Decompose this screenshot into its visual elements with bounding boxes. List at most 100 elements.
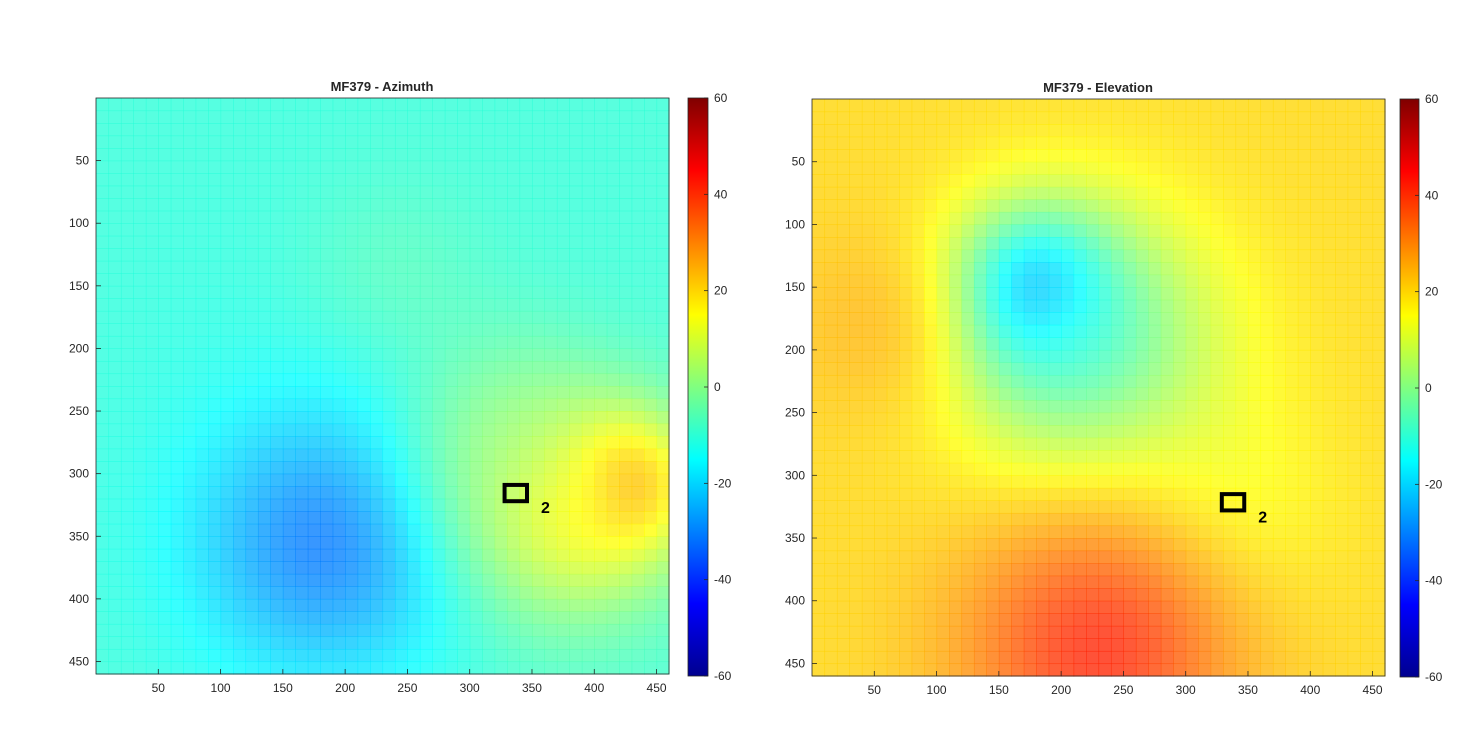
heatmap-cell — [1048, 638, 1062, 652]
heatmap-cell — [432, 373, 446, 387]
heatmap-cell — [1048, 475, 1062, 489]
heatmap-cell — [345, 98, 359, 112]
heatmap-cell — [382, 436, 396, 450]
heatmap-cell — [998, 588, 1012, 602]
heatmap-cell — [556, 586, 570, 600]
heatmap-cell — [1372, 588, 1386, 602]
heatmap-cell — [581, 423, 595, 437]
heatmap-cell — [482, 511, 496, 525]
heatmap-cell — [1360, 538, 1374, 552]
heatmap-cell — [581, 611, 595, 625]
heatmap-cell — [1011, 324, 1025, 338]
heatmap-cell — [382, 498, 396, 512]
heatmap-cell — [233, 148, 247, 162]
heatmap-cell — [1048, 174, 1062, 188]
heatmap-cell — [257, 360, 271, 375]
heatmap-cell — [1173, 437, 1187, 451]
heatmap-cell — [812, 650, 826, 665]
heatmap-cell — [1210, 149, 1224, 163]
heatmap-cell — [145, 598, 159, 612]
heatmap-cell — [1272, 437, 1286, 451]
heatmap-cell — [1061, 400, 1075, 414]
heatmap-cell — [899, 613, 913, 627]
heatmap-cell — [133, 248, 147, 262]
heatmap-cell — [1023, 136, 1037, 150]
heatmap-cell — [1247, 538, 1262, 552]
heatmap-cell — [1086, 136, 1100, 150]
heatmap-cell — [1160, 174, 1174, 188]
heatmap-cell — [1372, 600, 1386, 614]
heatmap-cell — [1372, 563, 1386, 577]
heatmap-cell — [1098, 425, 1112, 439]
heatmap-cell — [949, 487, 963, 501]
heatmap-cell — [1011, 199, 1025, 213]
heatmap-cell — [1086, 412, 1100, 426]
heatmap-cell — [631, 548, 645, 562]
heatmap-cell — [1223, 124, 1237, 138]
heatmap-cell — [307, 461, 321, 475]
heatmap-cell — [544, 235, 558, 249]
heatmap-cell — [556, 285, 570, 299]
heatmap-cell — [507, 210, 521, 224]
heatmap-cell — [307, 473, 321, 487]
heatmap-cell — [295, 648, 309, 663]
heatmap-cell — [1048, 487, 1062, 501]
heatmap-cell — [1210, 312, 1224, 326]
heatmap-cell — [1347, 299, 1361, 313]
heatmap-cell — [874, 287, 888, 301]
heatmap-cell — [936, 274, 950, 288]
heatmap-cell — [382, 348, 396, 362]
heatmap-cell — [644, 185, 658, 199]
heatmap-cell — [482, 173, 496, 187]
heatmap-cell — [1347, 412, 1361, 426]
heatmap-cell — [1061, 525, 1075, 539]
heatmap-cell — [594, 498, 608, 512]
heatmap-cell — [1061, 186, 1075, 200]
heatmap-cell — [345, 561, 359, 575]
heatmap-cell — [1272, 500, 1286, 514]
heatmap-cell — [120, 285, 134, 299]
heatmap-cell — [233, 598, 247, 612]
heatmap-cell — [644, 623, 658, 638]
heatmap-cell — [1297, 324, 1311, 338]
heatmap-cell — [936, 613, 950, 627]
heatmap-cell — [1011, 387, 1025, 401]
heatmap-cell — [656, 573, 670, 587]
x-tick-label: 400 — [1300, 683, 1320, 697]
heatmap-cell — [1335, 262, 1349, 276]
heatmap-cell — [949, 462, 963, 476]
heatmap-cell — [1235, 550, 1249, 564]
heatmap-cell — [619, 473, 633, 487]
heatmap-cell — [1372, 475, 1386, 489]
heatmap-cell — [1048, 613, 1062, 627]
heatmap-cell — [382, 335, 396, 350]
heatmap-cell — [170, 573, 184, 587]
heatmap-cell — [1372, 324, 1386, 338]
heatmap-cell — [307, 235, 321, 249]
heatmap-cell — [195, 411, 209, 425]
heatmap-cell — [936, 400, 950, 414]
heatmap-cell — [108, 160, 122, 174]
heatmap-cell — [270, 423, 284, 437]
heatmap-cell — [407, 235, 421, 249]
heatmap-cell — [849, 312, 863, 326]
heatmap-cell — [1135, 224, 1149, 238]
heatmap-cell — [282, 223, 296, 237]
heatmap-cell — [949, 538, 963, 552]
x-tick-label: 250 — [397, 681, 417, 695]
heatmap-cell — [1272, 650, 1286, 665]
heatmap-cell — [924, 437, 938, 451]
x-tick-label: 200 — [1051, 683, 1071, 697]
heatmap-cell — [1073, 299, 1087, 313]
heatmap-cell — [631, 486, 645, 500]
heatmap-cell — [1160, 199, 1174, 213]
heatmap-cell — [619, 648, 633, 663]
heatmap-cell — [998, 374, 1012, 389]
heatmap-cell — [986, 625, 1000, 639]
heatmap-cell — [1086, 161, 1100, 175]
heatmap-cell — [531, 198, 546, 212]
heatmap-cell — [270, 623, 284, 638]
heatmap-cell — [1210, 111, 1224, 125]
heatmap-cell — [531, 260, 546, 274]
